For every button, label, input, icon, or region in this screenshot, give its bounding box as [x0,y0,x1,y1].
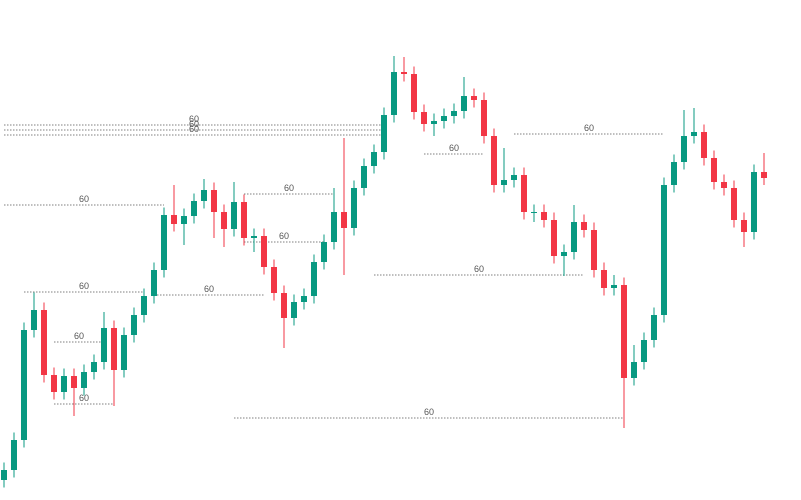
candle-body [321,242,327,262]
level-label: 60 [79,281,89,291]
candle-body [361,166,367,188]
candle-body [561,252,567,256]
candle-body [121,335,127,370]
level-label: 60 [449,143,459,153]
candle-body [281,293,287,318]
candle-body [201,190,207,201]
candle-body [341,212,347,228]
candle-body [51,375,57,392]
candle-body [601,270,607,288]
level-label: 60 [284,183,294,193]
candle-body [521,175,527,212]
candle-body [701,132,707,158]
candle-body [711,158,717,182]
candle-body [101,328,107,362]
candle-body [91,362,97,372]
candle-body [171,215,177,224]
candle-body [541,212,547,220]
candle-body [651,315,657,340]
candle-body [261,236,267,267]
candle-body [761,172,767,178]
candle-body [151,270,157,296]
candle-body [11,440,17,470]
candle-body [1,470,7,480]
candle-body [181,216,187,224]
candle-body [511,175,517,180]
candle-body [671,162,677,185]
candle-body [311,262,317,296]
candle-body [451,111,457,116]
candle-body [291,302,297,318]
level-label: 60 [474,264,484,274]
candle-body [211,190,217,212]
candle-body [731,188,737,220]
candle-body [111,328,117,370]
candle-body [551,220,557,256]
candle-body [351,188,357,228]
level-label: 60 [424,407,434,417]
level-label: 60 [279,231,289,241]
candle-body [591,230,597,270]
candle-body [531,212,537,213]
candle-body [21,330,27,440]
candle-body [431,121,437,124]
candle-body [61,376,67,392]
candle-body [81,372,87,388]
level-label: 60 [189,124,199,134]
candle-body [41,310,47,375]
candle-body [691,132,697,136]
candle-body [391,72,397,115]
candle-body [611,285,617,288]
candle-body [401,72,407,74]
candle-body [241,202,247,238]
candle-body [661,185,667,315]
candle-body [681,136,687,162]
candle-body [741,220,747,232]
candle-body [631,362,637,378]
candle-body [31,310,37,330]
candle-body [491,136,497,185]
candle-body [71,376,77,388]
candle-body [141,296,147,315]
candle-body [581,222,587,230]
candle-body [421,112,427,124]
candle-body [191,201,197,216]
candle-body [461,96,467,111]
candle-body [751,172,757,232]
candle-body [381,115,387,152]
candle-body [331,212,337,242]
candle-body [371,152,377,166]
level-label: 60 [79,194,89,204]
level-label: 60 [204,284,214,294]
candle-body [161,215,167,270]
candle-body [411,74,417,112]
candle-body [231,202,237,229]
candle-body [641,340,647,362]
candle-body [131,315,137,335]
candle-body [481,100,487,136]
level-label: 60 [74,331,84,341]
level-label: 60 [584,123,594,133]
candle-body [251,236,257,238]
candle-body [621,285,627,378]
candle-body [471,96,477,100]
candle-body [271,267,277,293]
candle-body [571,222,577,252]
candle-body [441,116,447,121]
level-label: 60 [189,114,199,124]
candle-body [221,212,227,229]
candle-body [501,180,507,185]
candle-body [721,182,727,188]
level-label: 60 [79,393,89,403]
candle-body [301,296,307,302]
level-label: 60 [189,119,199,129]
